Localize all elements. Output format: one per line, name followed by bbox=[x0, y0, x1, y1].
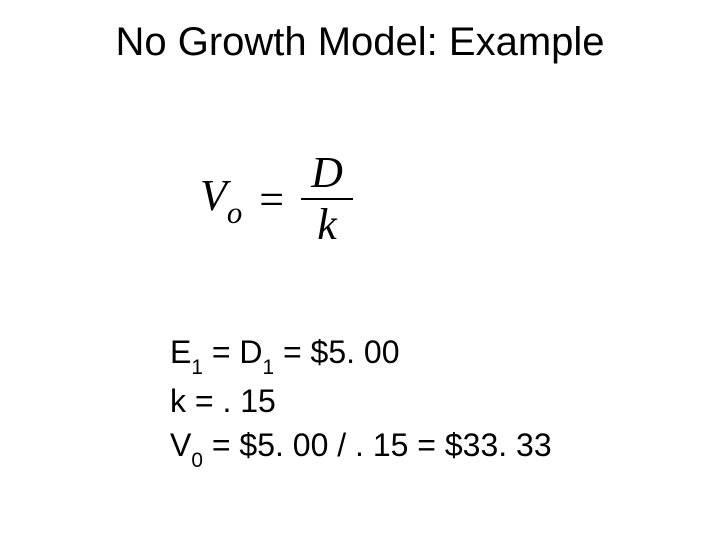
slide-title: No Growth Model: Example bbox=[0, 20, 720, 65]
formula: Vo = D k bbox=[200, 150, 353, 248]
formula-lhs: Vo bbox=[200, 170, 242, 228]
formula-numerator: D bbox=[301, 150, 353, 200]
e-base: E bbox=[170, 334, 191, 370]
e-sub: 1 bbox=[191, 356, 203, 379]
v-base: V bbox=[170, 427, 191, 463]
formula-fraction: D k bbox=[301, 150, 353, 248]
v-sub: 0 bbox=[191, 449, 203, 472]
eq1: = bbox=[203, 334, 239, 370]
formula-eq: = bbox=[253, 174, 290, 225]
l1-rest: = $5. 00 bbox=[274, 334, 399, 370]
formula-lhs-sub: o bbox=[227, 196, 242, 230]
slide: No Growth Model: Example Vo = D k E1 = D… bbox=[0, 0, 720, 540]
d-sub: 1 bbox=[263, 356, 275, 379]
l3-rest: = $5. 00 / . 15 = $33. 33 bbox=[203, 427, 552, 463]
line-2: k = . 15 bbox=[170, 379, 552, 424]
body-text: E1 = D1 = $5. 00 k = . 15 V0 = $5. 00 / … bbox=[170, 330, 552, 472]
line-1: E1 = D1 = $5. 00 bbox=[170, 330, 552, 379]
line-3: V0 = $5. 00 / . 15 = $33. 33 bbox=[170, 423, 552, 472]
d-base: D bbox=[239, 334, 262, 370]
formula-denominator: k bbox=[301, 200, 353, 248]
formula-lhs-base: V bbox=[200, 171, 227, 220]
